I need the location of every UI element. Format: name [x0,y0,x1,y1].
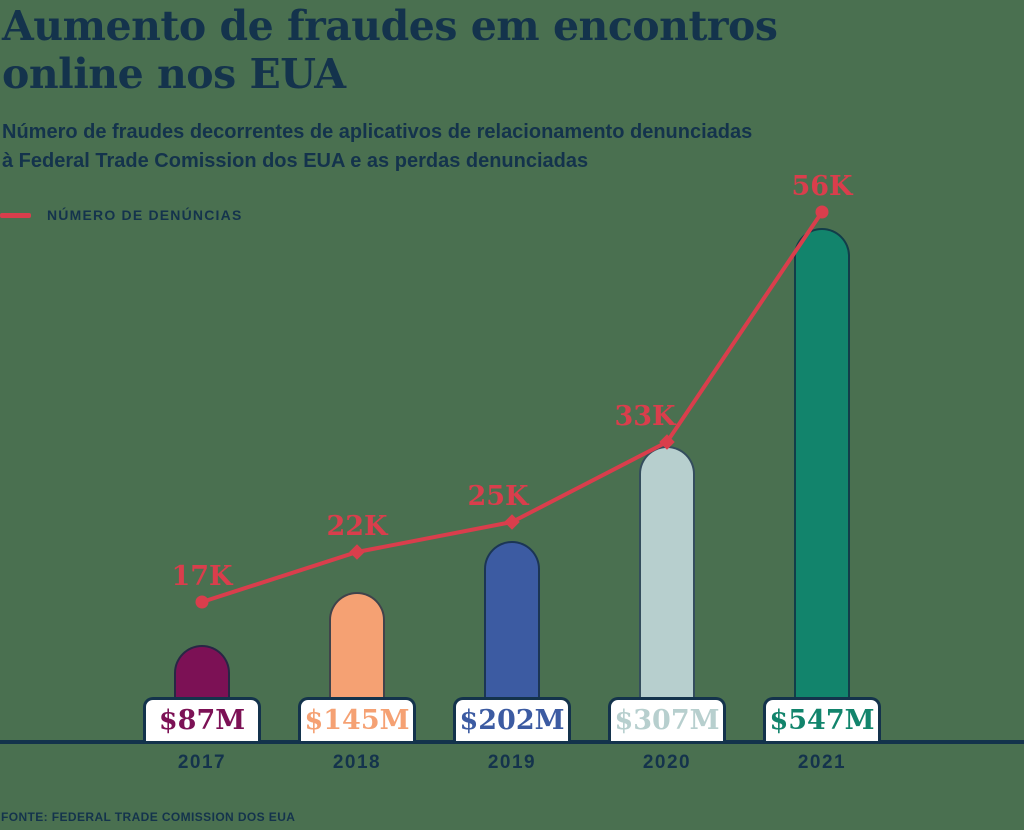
line-point-22k [349,544,365,560]
value-box-2019: $202M [453,697,571,744]
bar-2021 [794,228,850,740]
page-subtitle: Número de fraudes decorrentes de aplicat… [2,118,752,176]
page-subtitle-line1: Número de fraudes decorrentes de aplicat… [2,121,753,143]
line-label-25k: 25K [467,481,529,512]
value-label-2021: $547M [769,705,875,736]
value-label-2018: $145M [304,705,410,736]
bar-2020 [639,445,695,740]
line-label-33k: 33K [614,401,676,432]
value-box-2018: $145M [298,697,416,744]
page-title-line2: online nos EUA [2,50,346,98]
legend-label: NÚMERO DE DENÚNCIAS [47,207,243,223]
legend-line-swatch [0,212,31,218]
line-label-22k: 22K [326,511,388,542]
value-box-2020: $307M [608,697,726,744]
line-point-56k [815,205,829,219]
value-box-2021: $547M [763,697,881,744]
page-title-line1: Aumento de fraudes em encontros [2,2,778,50]
value-label-2020: $307M [614,705,720,736]
year-label-2018: 2018 [332,752,382,773]
legend: NÚMERO DE DENÚNCIAS [0,203,242,227]
value-box-2017: $87M [143,697,261,744]
line-point-17k [195,595,209,609]
page-title: Aumento de fraudes em encontros online n… [2,2,778,98]
source-note: FONTE: FEDERAL TRADE COMISSION DOS EUA [1,810,296,824]
value-label-2019: $202M [459,705,565,736]
page-subtitle-line2: à Federal Trade Comission dos EUA e as p… [2,150,589,172]
year-label-2021: 2021 [797,752,847,773]
line-label-56k: 56K [791,171,853,202]
line-label-17k: 17K [171,561,233,592]
year-label-2017: 2017 [177,752,227,773]
year-label-2019: 2019 [487,752,537,773]
value-label-2017: $87M [158,705,246,736]
line-point-25k [504,514,520,530]
year-label-2020: 2020 [642,752,692,773]
